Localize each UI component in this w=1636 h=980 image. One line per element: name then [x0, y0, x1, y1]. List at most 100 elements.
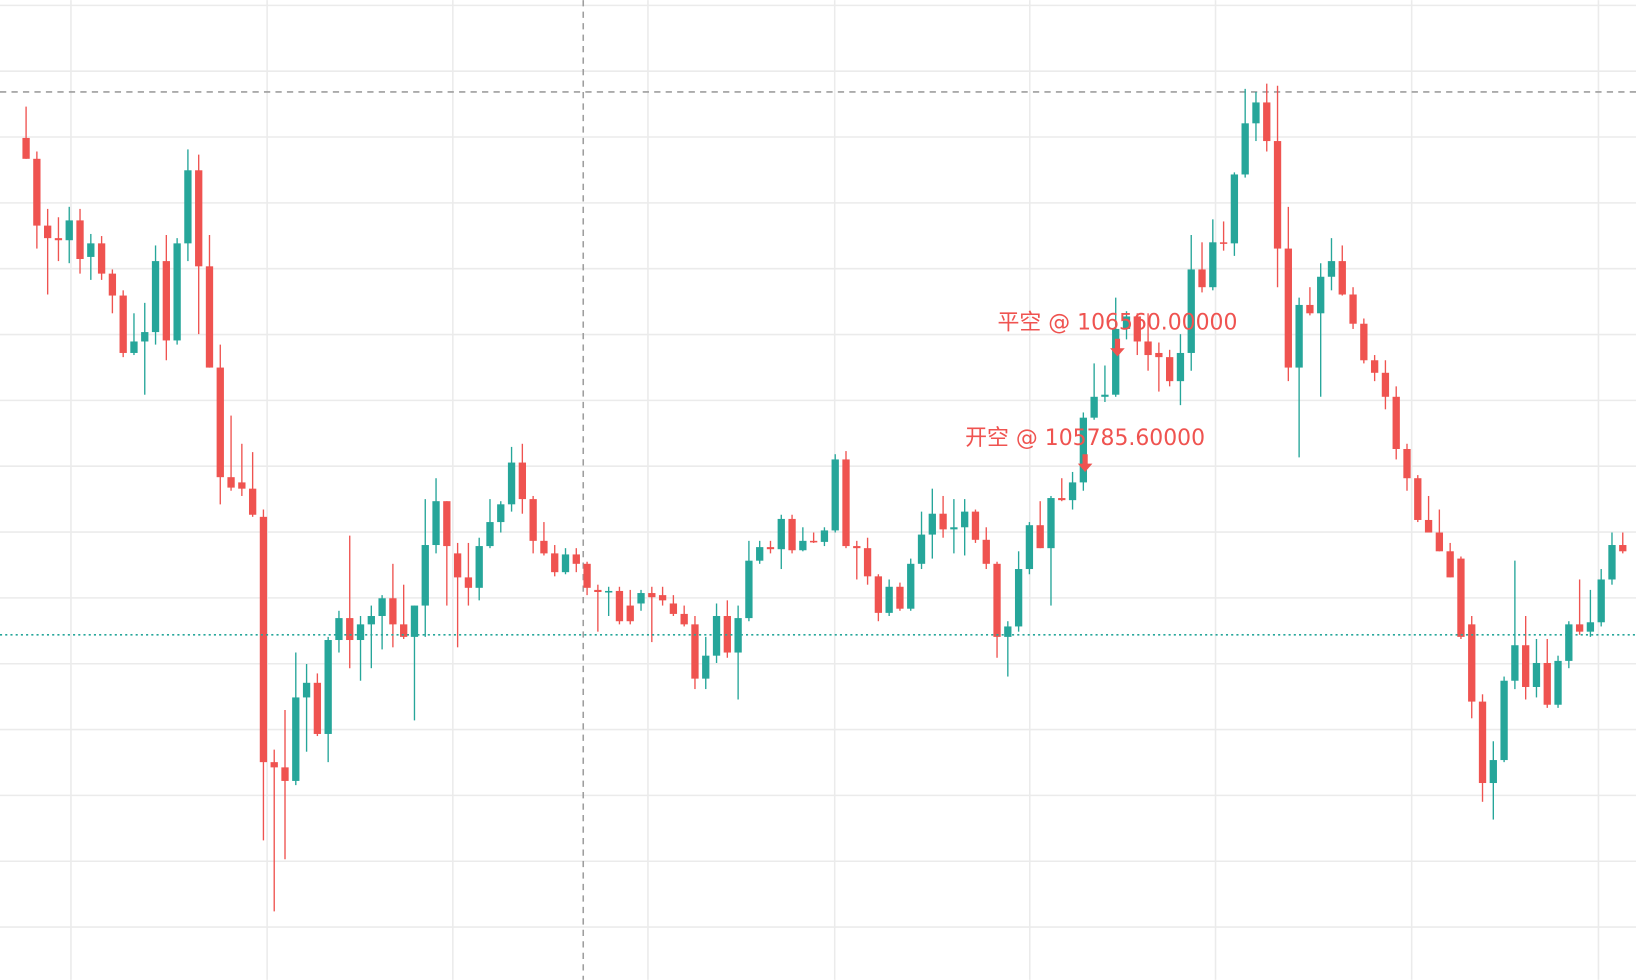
- candle-body: [885, 586, 893, 613]
- candle-body: [108, 273, 117, 296]
- candle-body: [702, 655, 710, 679]
- candle-body: [605, 590, 613, 593]
- candle-body: [356, 624, 365, 641]
- candle-body: [335, 618, 343, 641]
- candle-body: [184, 170, 192, 244]
- candle-body: [820, 530, 829, 542]
- candle-body: [1198, 269, 1206, 288]
- candle-body: [540, 540, 548, 554]
- candle-body: [993, 563, 1001, 637]
- candle-body: [756, 547, 764, 561]
- candle-body: [1317, 276, 1325, 314]
- candle-body: [712, 616, 721, 656]
- candle-body: [799, 540, 807, 551]
- candle-body: [572, 554, 580, 564]
- candle-body: [1079, 417, 1088, 483]
- candle-body: [410, 605, 419, 637]
- candle-body: [853, 546, 861, 549]
- candle-body: [378, 598, 386, 617]
- candle-body: [1112, 328, 1120, 395]
- candle-body: [400, 624, 408, 637]
- candle-body: [227, 477, 235, 488]
- candle-body: [734, 618, 742, 653]
- candle-body: [151, 261, 160, 333]
- candle-body: [1273, 141, 1282, 249]
- candle-body: [1381, 372, 1390, 397]
- candle-body: [1122, 316, 1131, 329]
- candle-body: [1489, 760, 1497, 784]
- candle-body: [97, 243, 106, 274]
- candle-body: [173, 243, 181, 341]
- candle-body: [1047, 498, 1055, 549]
- candle-body: [87, 243, 95, 257]
- candle-body: [896, 586, 904, 609]
- candle-body: [205, 266, 214, 368]
- candle-body: [54, 238, 63, 241]
- candle-body: [1187, 269, 1195, 353]
- candle-body: [65, 220, 73, 241]
- candle-body: [421, 545, 429, 606]
- trade-label: 开空 @ 105785.60000: [965, 426, 1205, 451]
- candle-body: [1586, 622, 1595, 632]
- candle-body: [1500, 680, 1508, 761]
- candle-body: [1176, 352, 1185, 382]
- candle-body: [1457, 558, 1465, 637]
- candle-body: [928, 513, 936, 535]
- candle-body: [1144, 341, 1152, 356]
- candle-body: [507, 462, 516, 505]
- candle-body: [1554, 660, 1562, 705]
- candle-body: [1090, 396, 1098, 418]
- candle-body: [766, 547, 775, 550]
- candle-body: [745, 560, 753, 619]
- candle-body: [1424, 519, 1433, 533]
- candle-body: [292, 697, 300, 781]
- candle-body: [1327, 261, 1336, 277]
- candle-body: [1619, 545, 1627, 552]
- candle-body: [22, 137, 30, 159]
- candle-body: [486, 522, 494, 547]
- candle-body: [583, 563, 591, 588]
- candle-body: [777, 518, 785, 550]
- candle-body: [1446, 551, 1454, 578]
- candle-body: [874, 576, 883, 613]
- trade-arrow: [1077, 454, 1093, 473]
- candle-body: [1263, 102, 1271, 142]
- candles: [22, 83, 1627, 912]
- candle-body: [1219, 242, 1228, 244]
- candle-body: [162, 261, 170, 341]
- candle-body: [259, 516, 268, 763]
- candle-body: [939, 513, 947, 530]
- candle-body: [594, 589, 602, 592]
- candle-body: [1133, 316, 1141, 342]
- candle-body: [971, 511, 980, 540]
- candle-body: [1522, 645, 1530, 687]
- candle-body: [464, 577, 473, 588]
- candle-body: [658, 595, 667, 601]
- candle-body: [723, 616, 731, 653]
- candle-body: [551, 553, 559, 573]
- candle-body: [248, 488, 257, 515]
- candle-body: [1058, 498, 1066, 501]
- candle-body: [1338, 261, 1346, 295]
- trade-label: 平空 @ 106560.00000: [997, 310, 1237, 335]
- candle-body: [1414, 478, 1422, 520]
- candle-body: [1230, 174, 1239, 244]
- candle-body: [1370, 360, 1379, 373]
- candle-body: [389, 598, 397, 625]
- candle-body: [518, 462, 527, 500]
- candle-body: [141, 332, 149, 342]
- candle-body: [1597, 579, 1605, 623]
- candle-body: [842, 459, 850, 547]
- candle-body: [1435, 532, 1444, 552]
- candle-body: [270, 762, 278, 768]
- candle-body: [669, 603, 678, 614]
- candle-body: [1295, 304, 1303, 368]
- candle-body: [1468, 624, 1476, 702]
- candle-body: [648, 593, 656, 598]
- candle-body: [130, 341, 138, 353]
- candle-body: [1306, 304, 1314, 314]
- candle-body: [615, 590, 624, 622]
- candle-body: [788, 518, 796, 551]
